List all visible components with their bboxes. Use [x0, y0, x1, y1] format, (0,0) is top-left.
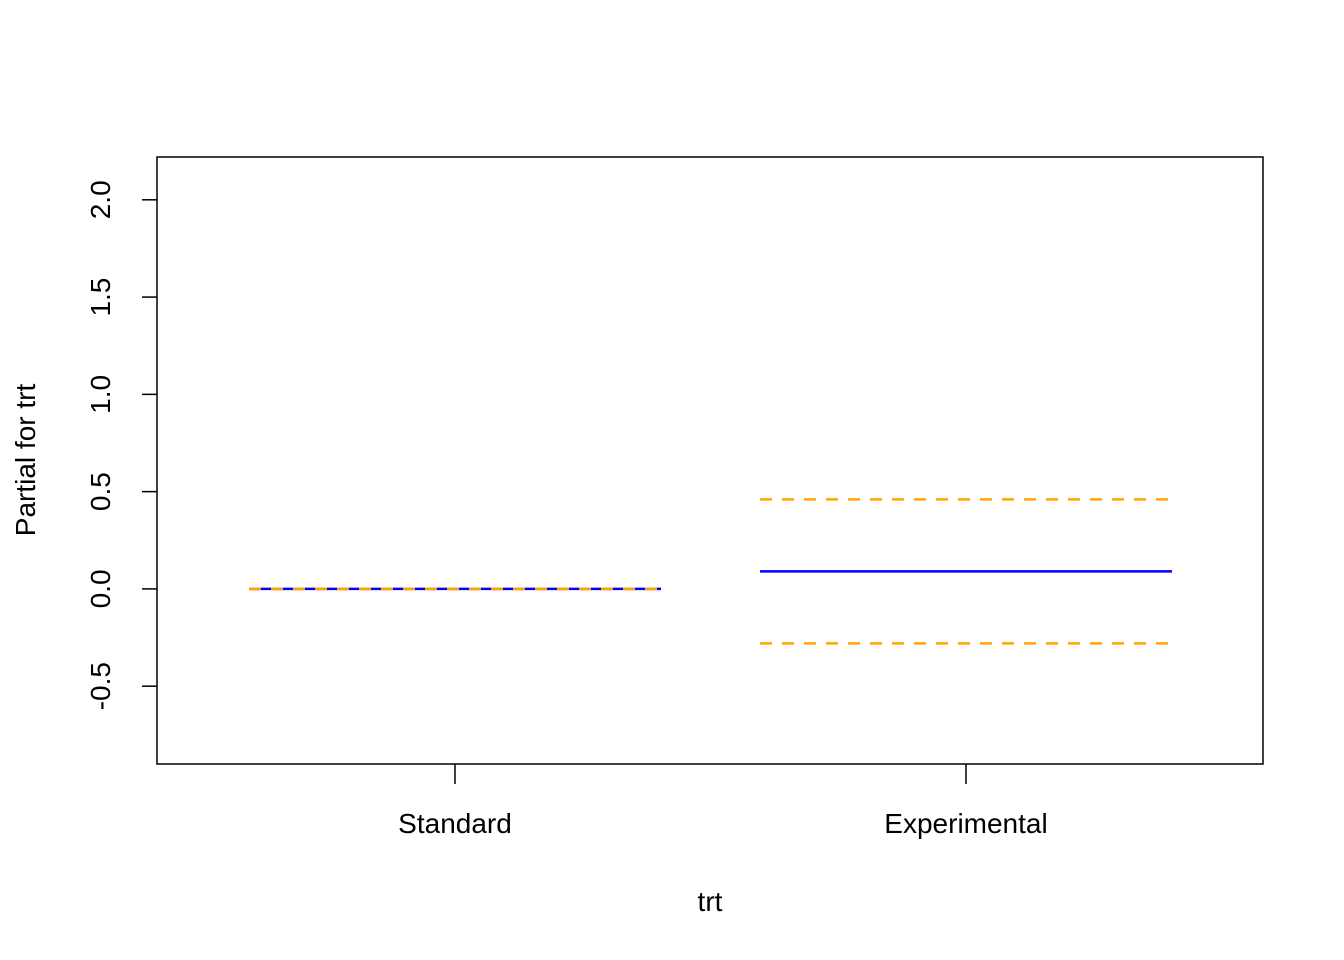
y-tick-label: 1.5 — [85, 278, 116, 317]
y-tick-label: 0.0 — [85, 569, 116, 608]
plot-frame — [156, 156, 1264, 765]
x-tick-label: Experimental — [884, 808, 1047, 839]
y-tick-label: 0.5 — [85, 472, 116, 511]
y-axis-title: Partial for trt — [10, 384, 41, 537]
y-tick-label: -0.5 — [85, 662, 116, 710]
y-tick-label: 2.0 — [85, 180, 116, 219]
y-tick-label: 1.0 — [85, 375, 116, 414]
x-tick-label: Standard — [398, 808, 512, 839]
x-axis: Standard Experimental — [398, 764, 1048, 839]
series-layer — [249, 498, 1172, 645]
y-axis: -0.5 0.0 0.5 1.0 1.5 2.0 — [85, 180, 157, 710]
x-axis-title: trt — [698, 886, 723, 917]
